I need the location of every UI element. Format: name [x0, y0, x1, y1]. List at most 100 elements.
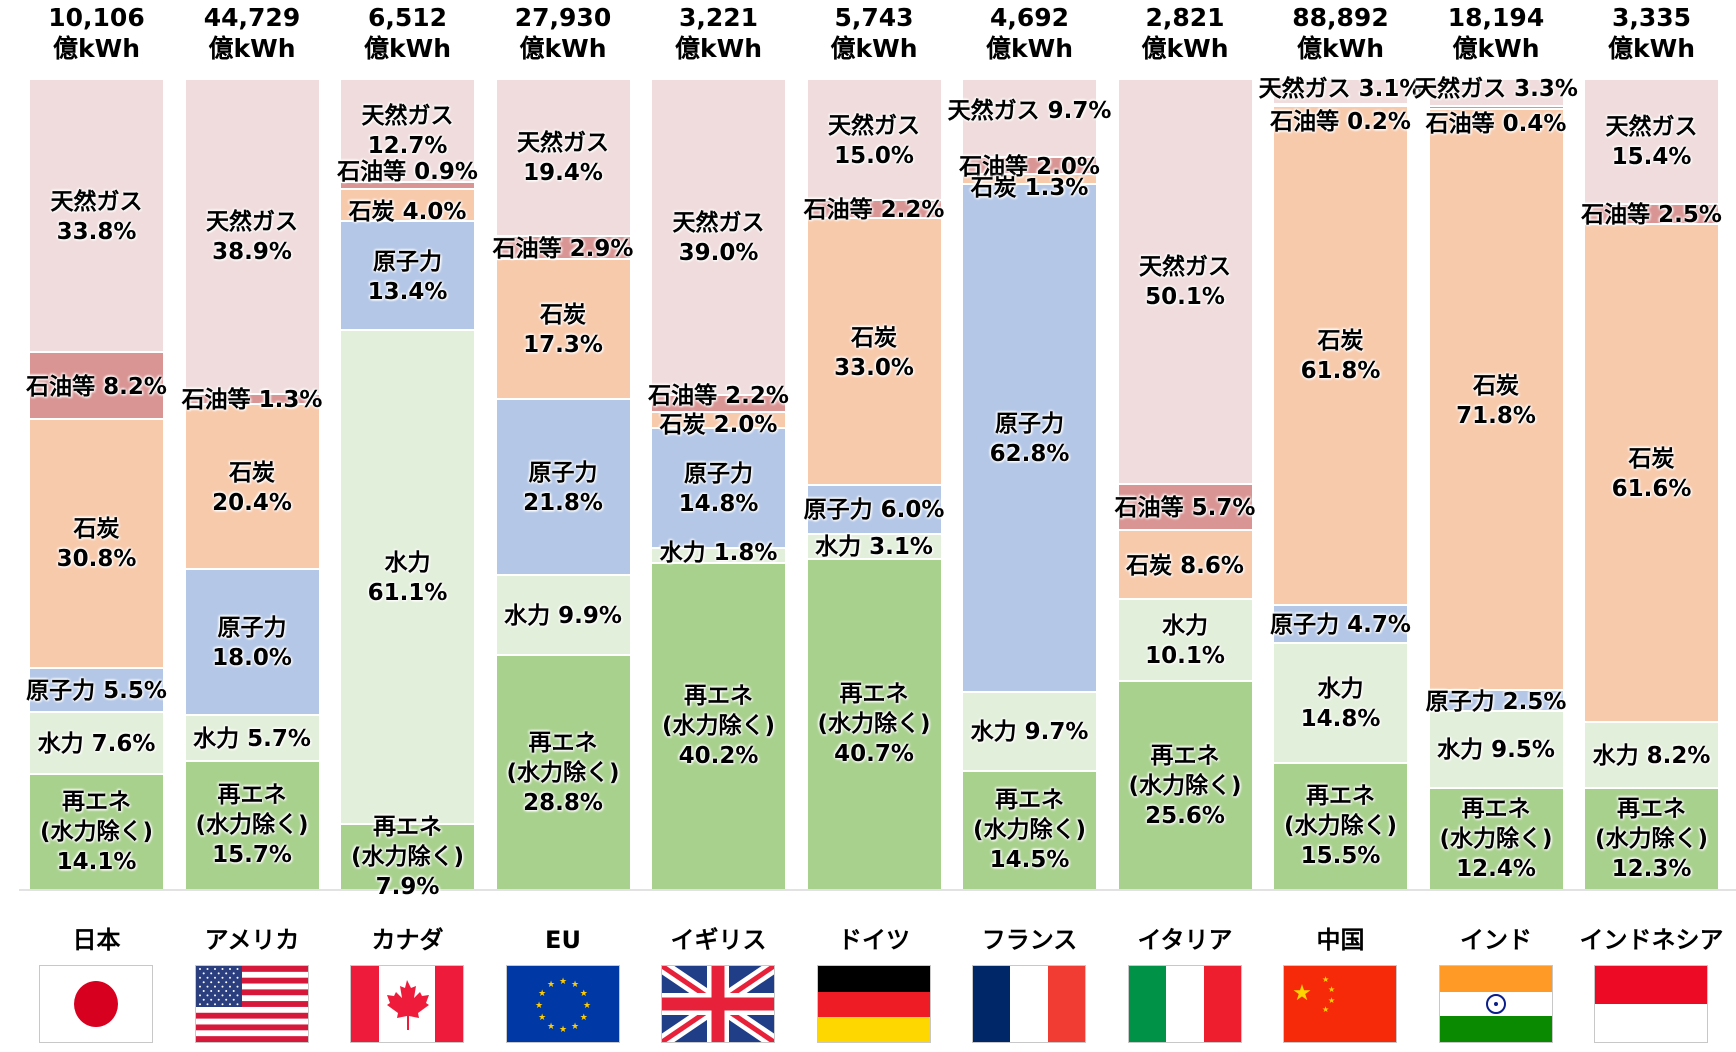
- segment-label: 再エネ (水力除く) 15.7%: [195, 782, 309, 869]
- segment-石油等: [1585, 204, 1718, 225]
- total-unit: 億kWh: [986, 34, 1073, 63]
- country-name: アメリカ: [204, 926, 300, 954]
- total-generation: 3,335 億kWh: [1565, 2, 1736, 64]
- total-generation: 3,221 億kWh: [632, 2, 805, 64]
- france-flag: [972, 965, 1086, 1043]
- segment-label: 石炭 4.0%: [348, 199, 467, 226]
- stacked-bar: 天然ガス 12.7% 石油等 0.9% 石炭 4.0% 原子力 13.4% 水力 61.1% 再…: [337, 80, 478, 900]
- segment-label: 石炭 71.8%: [1456, 372, 1536, 429]
- svg-text:★: ★: [582, 1001, 590, 1011]
- segment-label: 水力 8.2%: [1592, 743, 1711, 770]
- segment-原子力: [963, 185, 1096, 694]
- total-generation: 4,692 億kWh: [943, 2, 1116, 64]
- country-name: EU: [545, 926, 581, 954]
- country-name: 中国: [1316, 926, 1365, 954]
- segment-label: 石油等 1.3%: [181, 386, 323, 413]
- segment-label: 再エネ (水力除く) 12.3%: [1594, 796, 1709, 883]
- svg-text:★: ★: [1328, 985, 1335, 994]
- stacked-bar: 天然ガス 15.0% 石油等 2.2% 石炭 33.0% 原子力 6.0% 水力 3.1% 再…: [804, 80, 944, 889]
- segment-label: 水力 7.6%: [37, 731, 156, 758]
- segment-石油等: [1118, 484, 1252, 531]
- x-axis-baseline: [19, 889, 1736, 891]
- svg-text:★: ★: [1292, 981, 1312, 1006]
- svg-text:★: ★: [579, 1013, 587, 1023]
- total-value: 44,729: [203, 3, 301, 32]
- total-unit: 億kWh: [830, 34, 918, 63]
- total-value: 2,821: [1145, 3, 1225, 32]
- segment-label: 天然ガス 38.9%: [206, 209, 298, 266]
- segment-石炭: [652, 413, 785, 430]
- segment-水力: [1585, 723, 1718, 790]
- svg-text:★: ★: [579, 989, 587, 999]
- total-unit: 億kWh: [364, 34, 451, 63]
- segment-水力: [496, 576, 630, 657]
- segment-label: 再エネ (水力除く) 15.5%: [1283, 783, 1398, 870]
- segment-label: 天然ガス 15.0%: [828, 112, 920, 169]
- segment-label: 天然ガス 15.4%: [1605, 114, 1698, 171]
- india-flag: [1438, 965, 1553, 1043]
- segment-再エネ(水力除く): [1274, 763, 1407, 889]
- segment-水力: [185, 715, 319, 762]
- segment-label: 石油等 2.2%: [803, 197, 945, 224]
- svg-text:★: ★: [570, 1022, 578, 1032]
- segment-再エネ(水力除く): [652, 563, 785, 889]
- segment-天然ガス: [1429, 80, 1563, 107]
- segment-label: 石油等 0.4%: [1425, 111, 1567, 138]
- svg-text:★: ★: [570, 980, 578, 990]
- segment-label: 再エネ (水力除く) 25.6%: [1128, 742, 1242, 829]
- segment-label: 石油等 2.5%: [1581, 201, 1722, 228]
- segment-水力: [1274, 644, 1407, 764]
- total-generation: 18,194 億kWh: [1410, 2, 1583, 64]
- segment-天然ガス: [1118, 80, 1252, 485]
- country-name: イタリア: [1137, 926, 1233, 954]
- segment-水力: [1118, 600, 1252, 683]
- china-flag: ★ ★ ★ ★ ★: [1283, 965, 1397, 1043]
- segment-石炭: [1118, 530, 1252, 601]
- segment-label: 石炭 17.3%: [523, 302, 603, 359]
- segment-label: 原子力 14.8%: [678, 461, 759, 518]
- segment-label: 原子力 62.8%: [989, 411, 1070, 468]
- svg-text:★: ★: [558, 1025, 566, 1035]
- segment-原子力: [1429, 691, 1563, 712]
- segment-label: 天然ガス 12.7%: [361, 103, 454, 160]
- eu-flag: ★ ★ ★ ★ ★ ★ ★ ★ ★ ★ ★ ★: [505, 965, 620, 1043]
- total-generation: 10,106 億kWh: [10, 2, 183, 64]
- total-value: 18,194: [1447, 3, 1545, 32]
- segment-label: 石油等 2.9%: [492, 235, 634, 262]
- segment-label: 石油等 2.0%: [959, 153, 1100, 180]
- segment-水力: [30, 713, 163, 775]
- segment-再エネ(水力除く): [1429, 788, 1563, 889]
- segment-label: 天然ガス 39.0%: [672, 209, 765, 266]
- segment-label: 天然ガス 9.7%: [947, 98, 1112, 125]
- stacked-bar: 天然ガス 33.8% 石油等 8.2% 石炭 30.8% 原子力 5.5% 水力 7.6% 再…: [26, 80, 167, 889]
- segment-再エネ(水力除く): [341, 825, 474, 889]
- segment-石炭: [1585, 224, 1718, 724]
- country-name: フランス: [981, 926, 1078, 954]
- total-generation: 44,729 億kWh: [166, 2, 339, 64]
- segment-label: 石油等 5.7%: [1114, 494, 1256, 521]
- segment-label: 水力 61.1%: [367, 549, 448, 606]
- total-generation: 5,743 億kWh: [788, 2, 961, 64]
- segment-label: 水力 14.8%: [1300, 675, 1381, 732]
- segment-label: 天然ガス 3.1%: [1258, 75, 1423, 102]
- segment-label: 原子力 5.5%: [26, 678, 167, 705]
- segment-label: 水力 3.1%: [815, 534, 933, 561]
- segment-原子力: [496, 400, 630, 577]
- total-value: 10,106: [48, 3, 145, 32]
- segment-label: 水力 5.7%: [193, 725, 311, 752]
- svg-text:★: ★: [1322, 1005, 1329, 1014]
- svg-text:★: ★: [558, 977, 566, 987]
- indonesia-flag: [1594, 965, 1708, 1043]
- stacked-bar: 天然ガス 39.0% 石油等 2.2% 石炭 2.0% 原子力 14.8% 水力 1.8% 再…: [648, 80, 789, 889]
- total-unit: 億kWh: [519, 34, 607, 63]
- total-value: 88,892: [1292, 3, 1389, 32]
- svg-text:★: ★: [1328, 996, 1335, 1005]
- segment-石炭: [1274, 106, 1407, 607]
- total-value: 4,692: [989, 3, 1070, 32]
- segment-label: 原子力 4.7%: [1270, 612, 1411, 639]
- segment-原子力: [341, 222, 474, 331]
- total-value: 5,743: [834, 3, 914, 32]
- segment-label: 天然ガス 3.3%: [1414, 76, 1578, 103]
- total-unit: 億kWh: [208, 34, 296, 63]
- total-unit: 億kWh: [1608, 34, 1695, 63]
